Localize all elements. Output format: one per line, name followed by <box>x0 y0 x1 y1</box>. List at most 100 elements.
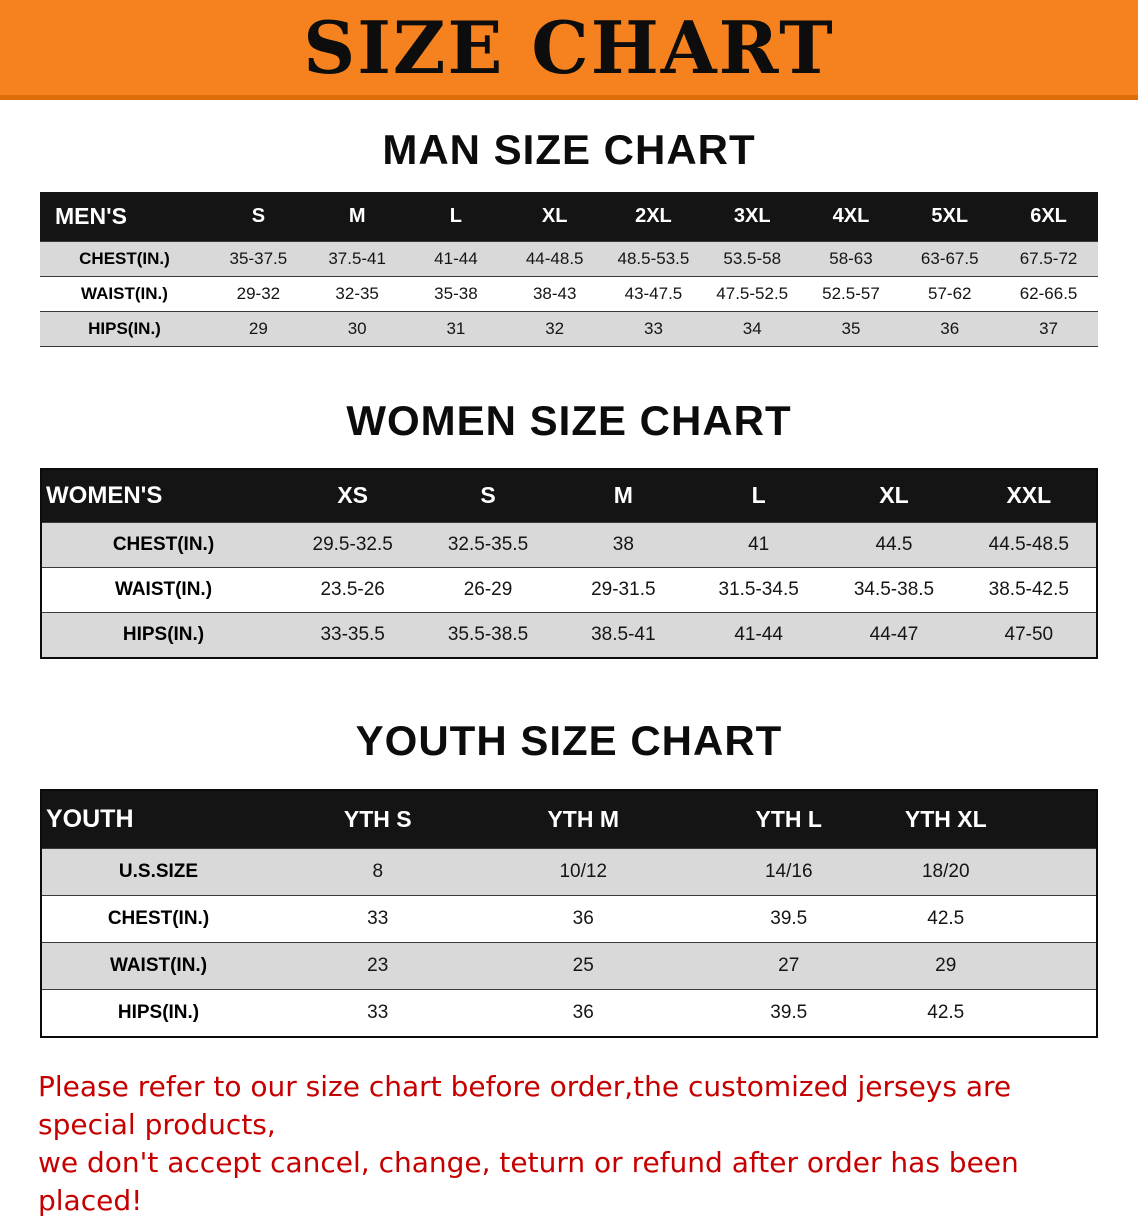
row-label-cell: HIPS(IN.) <box>122 623 205 645</box>
value-cell: 33-35.5 <box>320 623 385 645</box>
value-cell: 44.5-48.5 <box>988 533 1069 555</box>
size-header-cell: XL <box>541 205 568 228</box>
size-header-cell: XS <box>337 482 368 509</box>
value-cell: 37.5-41 <box>328 249 386 269</box>
table-row: HIPS(IN.) 29 30 31 32 33 34 35 36 37 <box>40 311 1098 347</box>
value-cell: 36 <box>572 1001 594 1023</box>
value-cell: 38-43 <box>532 284 577 304</box>
disclaimer-note: Please refer to our size chart before or… <box>38 1068 1108 1220</box>
value-cell: 35-37.5 <box>229 249 288 269</box>
row-label-cell: CHEST(IN.) <box>112 533 215 555</box>
row-label-cell: HIPS(IN.) <box>117 1001 200 1023</box>
youth-section-heading: YOUTH SIZE CHART <box>355 716 783 764</box>
value-cell: 62-66.5 <box>1019 284 1078 304</box>
value-cell: 44-48.5 <box>525 249 584 269</box>
size-header-cell: S <box>480 482 496 509</box>
value-cell: 33 <box>367 1001 389 1023</box>
corner-header-cell: MEN'S <box>55 203 127 230</box>
men-section: MAN SIZE CHART MEN'S S M L XL 2XL 3XL 4XL 5XL 6XL… <box>0 126 1138 347</box>
value-cell: 30 <box>347 319 367 339</box>
disclaimer-line-1: Please refer to our size chart before or… <box>38 1069 1012 1141</box>
corner-header-cell: YOUTH <box>46 804 134 833</box>
corner-header-cell: WOMEN'S <box>46 481 163 509</box>
men-table-body: CHEST(IN.) 35-37.5 37.5-41 41-44 44-48.5 48.5… <box>40 241 1098 347</box>
value-cell: 33 <box>367 907 389 929</box>
value-cell: 42.5 <box>927 907 965 929</box>
table-row: HIPS(IN.) 33 36 39.5 42.5 <box>41 989 1097 1037</box>
value-cell: 42.5 <box>927 1001 965 1023</box>
youth-table-head: YOUTH YTH S YTH M YTH L YTH XL <box>41 789 1097 849</box>
table-row: U.S.SIZE 8 10/12 14/16 18/20 <box>41 848 1097 896</box>
men-header-row: MEN'S S M L XL 2XL 3XL 4XL 5XL 6XL <box>40 192 1098 242</box>
row-label-cell: WAIST(IN.) <box>114 578 213 600</box>
size-header-cell: 5XL <box>931 205 969 228</box>
value-cell: 32-35 <box>335 284 379 304</box>
table-row: HIPS(IN.) 33-35.5 35.5-38.5 38.5-41 41-44 44-… <box>41 612 1097 658</box>
disclaimer-line-2: we don't accept cancel, change, teturn o… <box>38 1145 1019 1217</box>
value-cell: 29-32 <box>236 284 281 304</box>
value-cell: 18/20 <box>921 860 970 882</box>
size-header-cell: 3XL <box>733 205 771 228</box>
value-cell: 25 <box>572 954 594 976</box>
row-label-cell: HIPS(IN.) <box>88 319 161 339</box>
value-cell: 47.5-52.5 <box>716 284 789 304</box>
size-header-cell: S <box>251 205 266 228</box>
table-row: WAIST(IN.) 23 25 27 29 <box>41 942 1097 990</box>
table-row: CHEST(IN.) 35-37.5 37.5-41 41-44 44-48.5 48.5… <box>40 241 1098 277</box>
value-cell: 44.5 <box>875 533 913 555</box>
value-cell: 35.5-38.5 <box>447 623 529 645</box>
value-cell: 27 <box>778 954 800 976</box>
size-header-cell: 2XL <box>635 205 672 228</box>
men-table-head: MEN'S S M L XL 2XL 3XL 4XL 5XL 6XL <box>40 192 1098 242</box>
row-label-cell: WAIST(IN.) <box>109 954 208 976</box>
value-cell: 41 <box>748 533 770 555</box>
value-cell: 63-67.5 <box>920 249 979 269</box>
value-cell: 35 <box>841 319 861 339</box>
men-section-heading: MAN SIZE CHART <box>382 126 756 173</box>
value-cell: 67.5-72 <box>1019 249 1078 269</box>
value-cell: 31.5-34.5 <box>718 578 799 600</box>
value-cell: 41-44 <box>434 249 478 269</box>
value-cell: 23.5-26 <box>320 578 385 600</box>
size-header-cell: 6XL <box>1030 205 1067 228</box>
size-header-cell: L <box>751 482 766 509</box>
women-table-body: CHEST(IN.) 29.5-32.5 32.5-35.5 38 41 44.5 44.5… <box>41 522 1097 658</box>
value-cell: 31 <box>446 319 466 339</box>
youth-size-table: YOUTH YTH S YTH M YTH L YTH XL U.S.SIZE 8 10/1… <box>40 788 1098 1038</box>
value-cell: 23 <box>367 954 389 976</box>
size-header-cell: YTH L <box>755 805 822 832</box>
value-cell: 38.5-42.5 <box>988 578 1069 600</box>
value-cell: 36 <box>572 907 594 929</box>
page-title: SIZE CHART <box>303 4 835 90</box>
value-cell: 29.5-32.5 <box>312 533 393 555</box>
value-cell: 35-38 <box>434 284 478 304</box>
row-label-cell: WAIST(IN.) <box>81 284 168 304</box>
value-cell: 47-50 <box>1004 623 1054 645</box>
size-header-cell: YTH M <box>547 805 620 832</box>
women-section: WOMEN SIZE CHART WOMEN'S XS S M L XL XXL CHEST… <box>0 397 1138 659</box>
value-cell: 29-31.5 <box>591 578 656 600</box>
youth-table-body: U.S.SIZE 8 10/12 14/16 18/20 CHEST(IN.) 33 36 39… <box>41 848 1097 1037</box>
women-size-table: WOMEN'S XS S M L XL XXL CHEST(IN.) 29.5-32.5 32.… <box>40 467 1098 659</box>
women-section-heading: WOMEN SIZE CHART <box>346 397 792 445</box>
value-cell: 36 <box>940 319 960 339</box>
value-cell: 10/12 <box>559 860 608 882</box>
value-cell: 34.5-38.5 <box>853 578 935 600</box>
value-cell: 44-47 <box>869 623 919 645</box>
value-cell: 38.5-41 <box>591 623 656 645</box>
title-banner: SIZE CHART <box>0 0 1138 100</box>
value-cell: 26-29 <box>463 578 513 600</box>
value-cell: 37 <box>1039 319 1059 339</box>
value-cell: 8 <box>372 860 384 882</box>
value-cell: 29 <box>935 954 957 976</box>
table-row: CHEST(IN.) 33 36 39.5 42.5 <box>41 895 1097 943</box>
size-header-cell: YTH S <box>343 805 412 832</box>
size-header-cell: M <box>348 205 366 228</box>
youth-header-row: YOUTH YTH S YTH M YTH L YTH XL <box>41 789 1097 849</box>
value-cell: 14/16 <box>764 860 813 882</box>
men-size-table: MEN'S S M L XL 2XL 3XL 4XL 5XL 6XL CHEST(IN.) 35-3… <box>40 192 1098 347</box>
value-cell: 34 <box>742 319 762 339</box>
row-label-cell: CHEST(IN.) <box>79 249 170 269</box>
value-cell: 52.5-57 <box>822 284 880 304</box>
